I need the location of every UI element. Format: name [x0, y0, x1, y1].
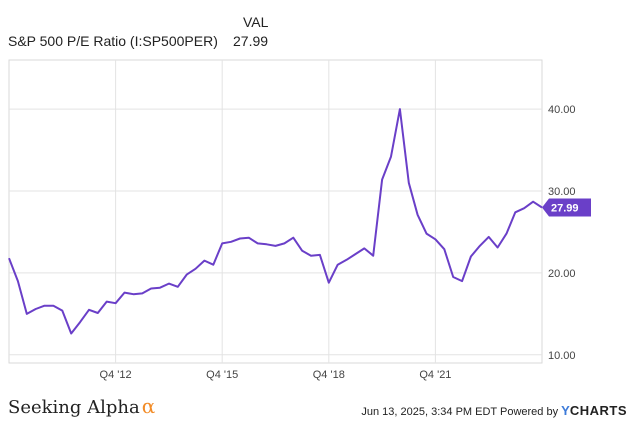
- y-tick-label-2: 30.00: [548, 186, 576, 198]
- brand-name: Seeking Alpha: [8, 397, 140, 418]
- legend-series-value: 27.99: [233, 33, 269, 49]
- last-value-label: 27.99: [542, 198, 591, 217]
- y-axis: 10.00 20.00 30.00 40.00: [548, 104, 576, 362]
- ycharts-logo-text[interactable]: CHARTS: [569, 403, 627, 418]
- legend-series-name[interactable]: S&P 500 P/E Ratio (I:SP500PER): [8, 33, 218, 49]
- timestamp: Jun 13, 2025, 3:34 PM EDT Powered by: [361, 406, 559, 418]
- alpha-icon: α: [141, 394, 156, 418]
- footer-credit: Jun 13, 2025, 3:34 PM EDT Powered by YCH…: [361, 403, 627, 418]
- series-layer: [8, 108, 543, 335]
- last-value-badge: [542, 198, 591, 217]
- x-tick-label-0: Q4 '12: [100, 369, 132, 381]
- seeking-alpha-logo[interactable]: Seeking Alpha α: [8, 394, 155, 418]
- x-tick-label-1: Q4 '15: [206, 369, 238, 381]
- x-axis: Q4 '12 Q4 '15 Q4 '18 Q4 '21: [100, 369, 452, 381]
- last-value-text: 27.99: [551, 202, 579, 214]
- y-tick-label-1: 20.00: [548, 268, 576, 280]
- grid: [9, 60, 542, 363]
- x-tick-label-3: Q4 '21: [419, 369, 451, 381]
- y-tick-label-3: 40.00: [548, 104, 576, 116]
- plot-area: [8, 59, 543, 364]
- legend-header: VAL: [243, 14, 269, 30]
- series-line[interactable]: [8, 108, 543, 335]
- ycharts-logo-mark[interactable]: Y: [561, 403, 570, 418]
- y-tick-label-0: 10.00: [548, 350, 576, 362]
- x-tick-label-2: Q4 '18: [313, 369, 345, 381]
